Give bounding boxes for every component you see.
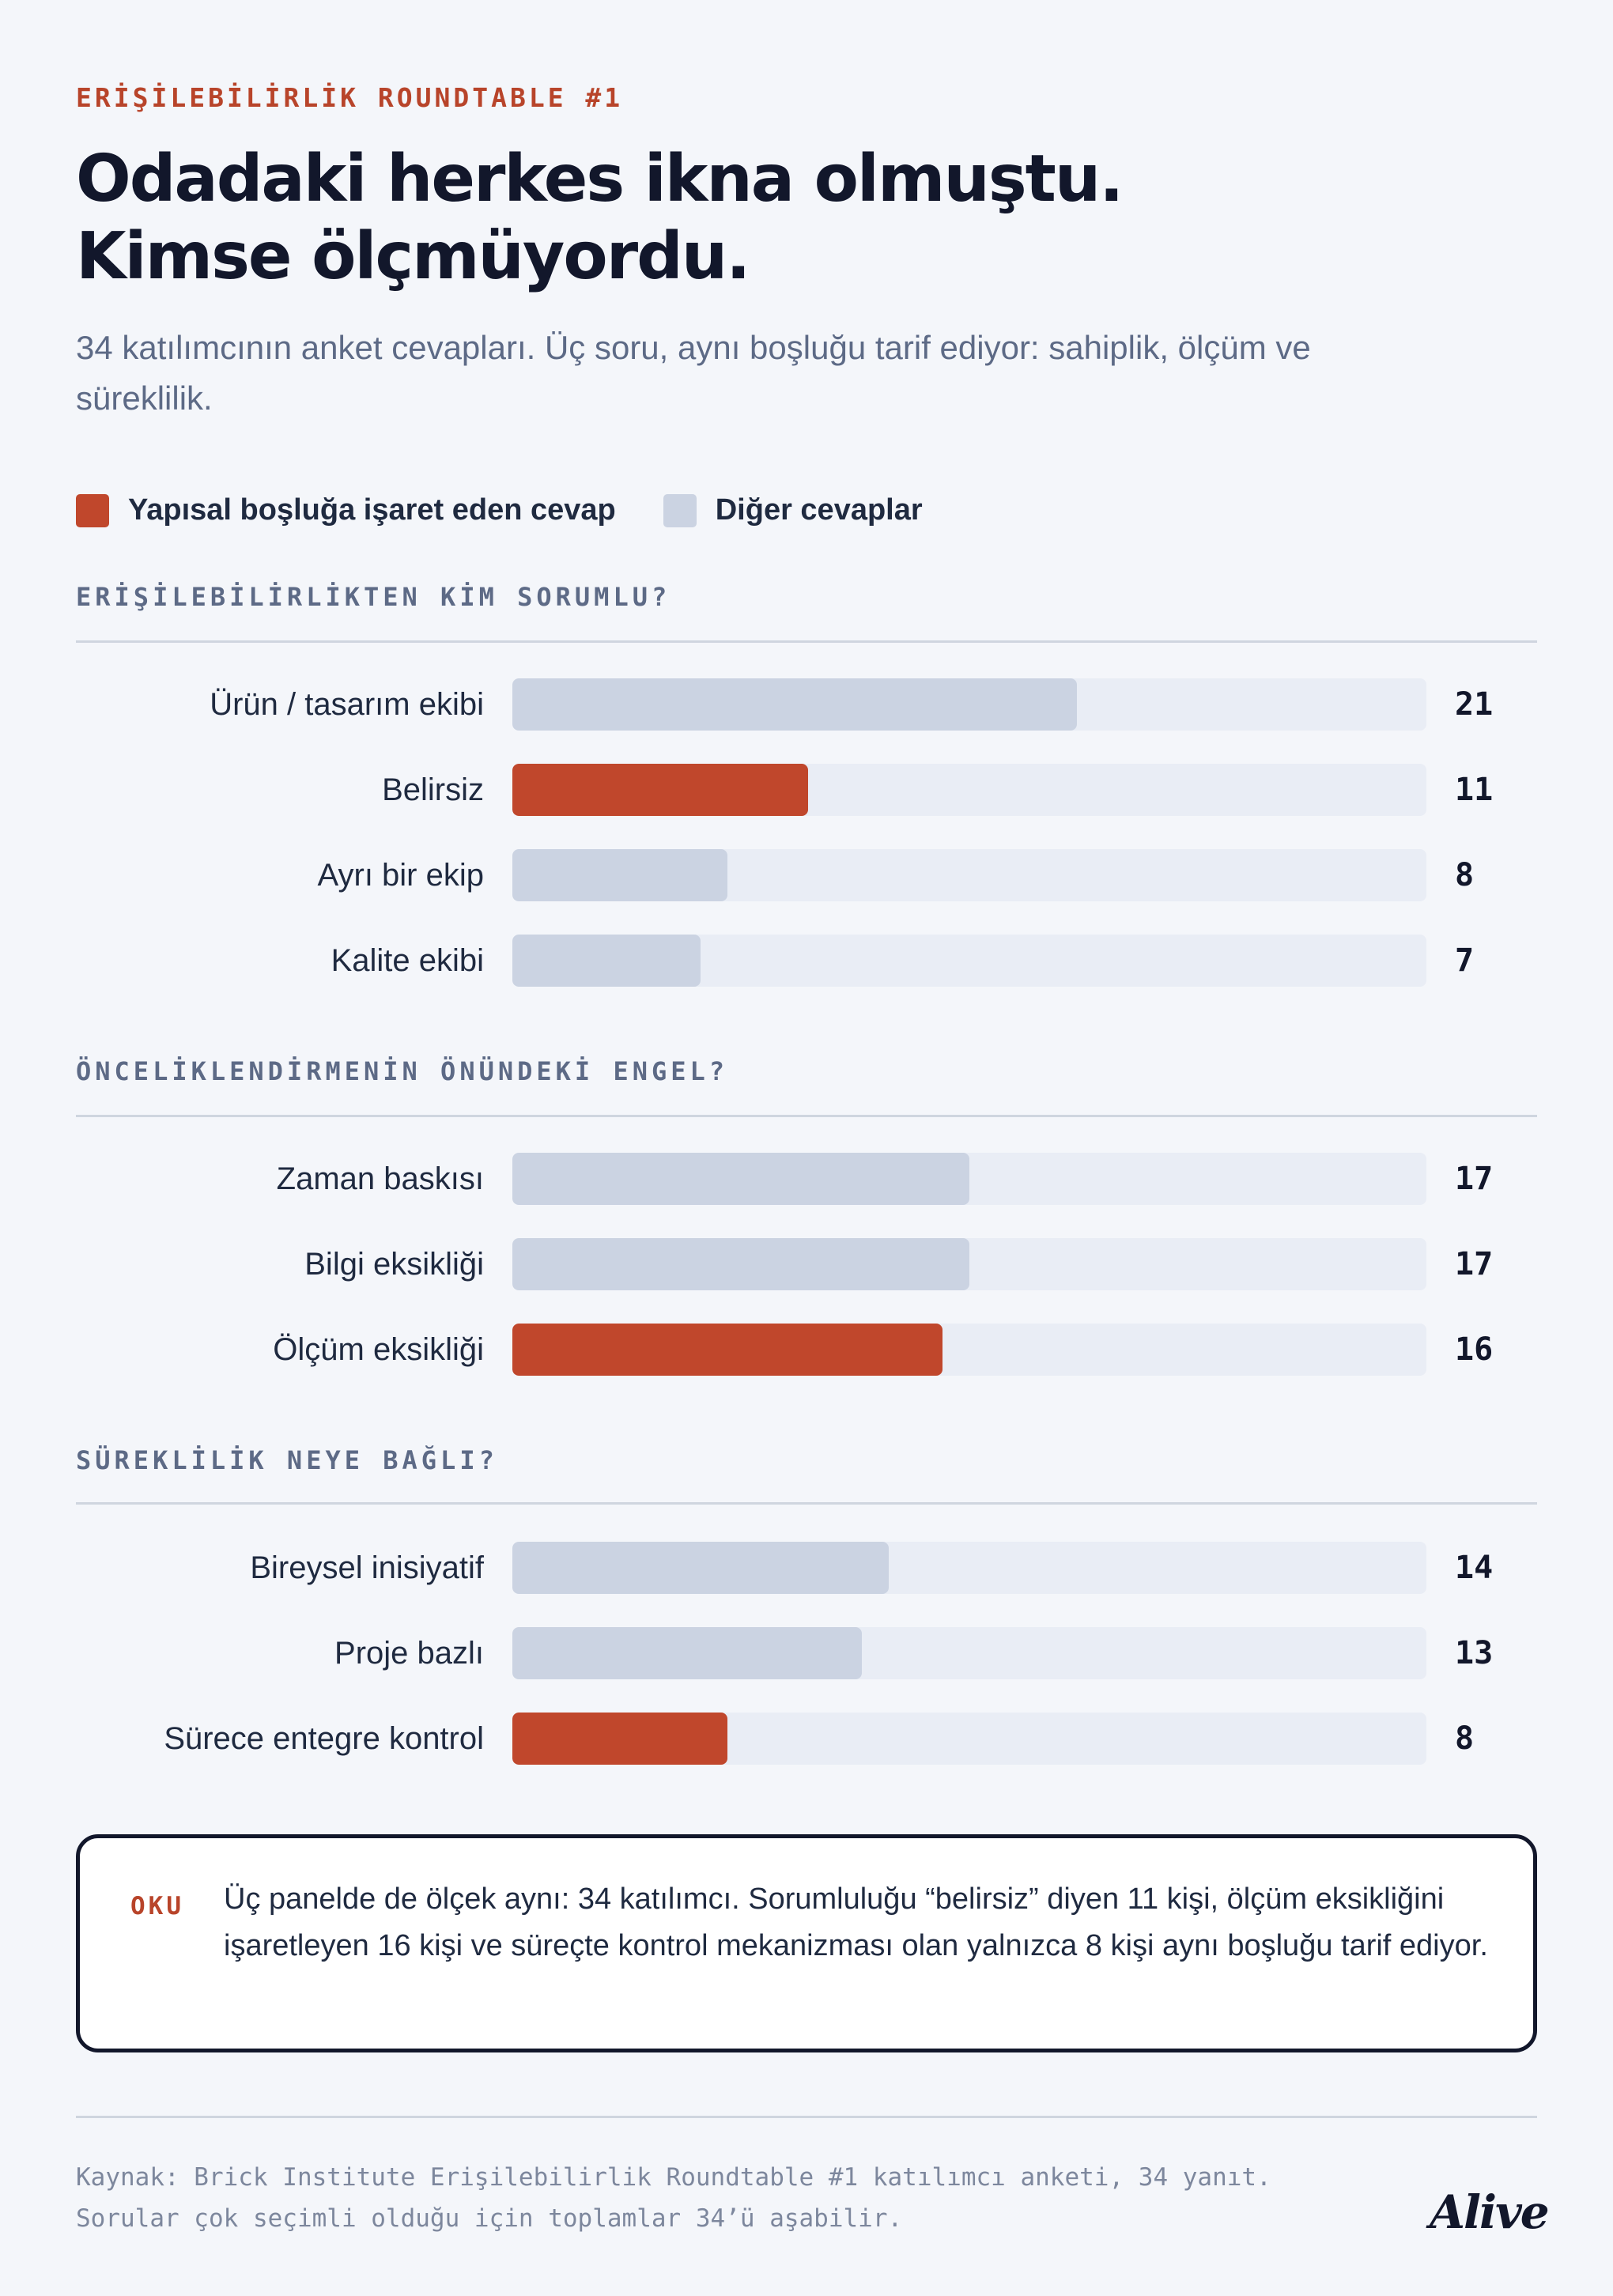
bar-row: Bireysel inisiyatif 14 (0, 1542, 1613, 1594)
bar-value: 17 (1455, 1246, 1494, 1282)
bar-track (512, 1238, 1426, 1290)
panel-title: SÜREKLİLİK NEYE BAĞLI? (76, 1445, 498, 1475)
bar (512, 678, 1077, 731)
bar-label: Sürece entegre kontrol (164, 1721, 484, 1756)
bar (512, 935, 701, 987)
bar-label: Ölçüm eksikliği (273, 1332, 484, 1367)
bar-label: Belirsiz (382, 772, 484, 807)
bar-track (512, 849, 1426, 901)
bar-value: 11 (1455, 772, 1494, 808)
bar-value: 7 (1455, 942, 1475, 979)
bar-value: 21 (1455, 686, 1494, 723)
legend-label-highlight: Yapısal boşluğa işaret eden cevap (128, 493, 616, 527)
bar-label: Bireysel inisiyatif (250, 1550, 484, 1585)
bar-track (512, 1153, 1426, 1205)
panel-divider (76, 1115, 1537, 1117)
bar (512, 1627, 862, 1679)
bar-value: 13 (1455, 1635, 1494, 1671)
bar-label: Kalite ekibi (331, 943, 484, 978)
bar-row: Proje bazlı 13 (0, 1627, 1613, 1679)
headline: Odadaki herkes ikna olmuştu. Kimse ölçmü… (76, 141, 1262, 296)
bar-label: Ürün / tasarım ekibi (210, 687, 484, 722)
bar-row: Ölçüm eksikliği 16 (0, 1324, 1613, 1376)
legend-swatch-other (663, 493, 697, 527)
legend-item-other: Diğer cevaplar (663, 493, 923, 527)
bar-label: Zaman baskısı (276, 1161, 484, 1196)
panel-title: ERİŞİLEBİLİRLİKTEN KİM SORUMLU? (76, 582, 671, 612)
bar-label: Ayrı bir ekip (317, 858, 484, 893)
bar-value: 8 (1455, 1720, 1475, 1757)
bar-value: 17 (1455, 1161, 1494, 1197)
bar-track (512, 935, 1426, 987)
bar-row: Ürün / tasarım ekibi 21 (0, 678, 1613, 731)
bar-track (512, 678, 1426, 731)
bar (512, 1238, 969, 1290)
bar-track (512, 1627, 1426, 1679)
footer-divider (76, 2116, 1537, 2118)
alive-logo: Alive (1430, 2185, 1550, 2239)
legend-label-other: Diğer cevaplar (715, 493, 923, 527)
legend: Yapısal boşluğa işaret eden cevap Diğer … (76, 493, 970, 527)
bar-row: Sürece entegre kontrol 8 (0, 1713, 1613, 1765)
panel-divider (76, 640, 1537, 643)
bar-track (512, 764, 1426, 816)
note-tag: OKU (130, 1892, 184, 1920)
panel-title: ÖNCELİKLENDİRMENİN ÖNÜNDEKİ ENGEL? (76, 1056, 729, 1086)
bar (512, 1542, 889, 1594)
legend-swatch-highlight (76, 493, 109, 527)
source-note: Kaynak: Brick Institute Erişilebilirlik … (76, 2163, 1271, 2233)
bar-highlight (512, 764, 808, 816)
bar-value: 14 (1455, 1550, 1494, 1586)
bar-highlight (512, 1713, 727, 1765)
subtitle: 34 katılımcının anket cevapları. Üç soru… (76, 329, 1311, 417)
bar (512, 1153, 969, 1205)
bar-track (512, 1713, 1426, 1765)
panel-divider (76, 1502, 1537, 1505)
bar-label: Bilgi eksikliği (304, 1247, 484, 1282)
eyebrow: ERİŞİLEBİLİRLİK ROUNDTABLE #1 (76, 82, 624, 113)
reading-note: OKU Üç panelde de ölçek aynı: 34 katılım… (76, 1834, 1537, 2052)
bar-value: 16 (1455, 1331, 1494, 1368)
bar-row: Zaman baskısı 17 (0, 1153, 1613, 1205)
headline-line-1: Odadaki herkes ikna olmuştu. (76, 142, 1124, 217)
bar-label: Proje bazlı (334, 1636, 484, 1671)
headline-line-2: Kimse ölçmüyordu. (76, 219, 750, 294)
bar-row: Kalite ekibi 7 (0, 935, 1613, 987)
bar-row: Ayrı bir ekip 8 (0, 849, 1613, 901)
bar (512, 849, 727, 901)
bar-row: Bilgi eksikliği 17 (0, 1238, 1613, 1290)
legend-item-highlight: Yapısal boşluğa işaret eden cevap (76, 493, 616, 527)
bar-track (512, 1324, 1426, 1376)
bar-highlight (512, 1324, 942, 1376)
bar-row: Belirsiz 11 (0, 764, 1613, 816)
bar-track (512, 1542, 1426, 1594)
note-text: Üç panelde de ölçek aynı: 34 katılımcı. … (224, 1882, 1488, 1962)
bar-value: 8 (1455, 857, 1475, 893)
